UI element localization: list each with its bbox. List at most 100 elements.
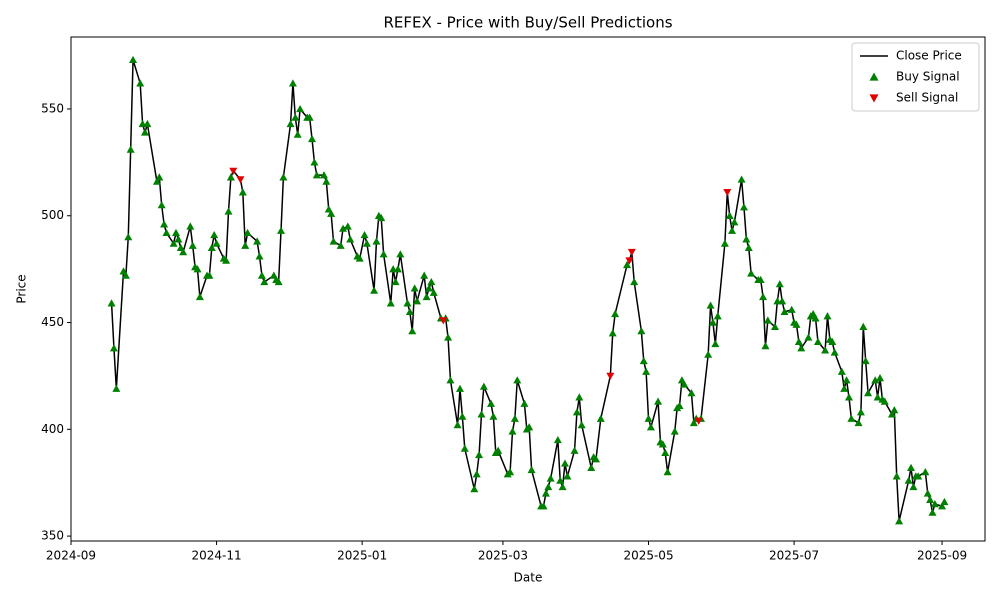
legend-marker	[869, 94, 879, 103]
buy-marker	[747, 269, 756, 277]
legend-label: Buy Signal	[896, 70, 960, 84]
buy-marker	[780, 307, 789, 316]
chart-title: REFEX - Price with Buy/Sell Predictions	[383, 14, 672, 32]
sell-marker	[236, 176, 245, 184]
sell-marker	[439, 317, 448, 325]
x-tick-label: 2025-05	[623, 549, 673, 563]
buy-marker	[226, 173, 235, 181]
buy-marker	[322, 177, 331, 185]
buy-marker	[455, 384, 464, 392]
buy-marker	[708, 318, 717, 326]
buy-marker	[312, 171, 321, 179]
buy-marker	[778, 297, 787, 305]
buy-marker	[296, 104, 305, 113]
buy-marker	[556, 476, 565, 484]
buy-marker	[513, 376, 522, 384]
sell-marker	[723, 189, 732, 197]
buy-marker	[907, 463, 916, 471]
buy-marker	[725, 211, 734, 219]
buy-marker	[508, 427, 517, 435]
buy-marker	[179, 248, 188, 256]
buy-marker	[742, 235, 751, 243]
buy-marker	[670, 427, 679, 435]
buy-marker	[288, 79, 297, 87]
buy-marker	[129, 55, 138, 64]
buy-marker	[623, 260, 632, 269]
buy-marker	[711, 339, 720, 348]
buy-marker	[854, 418, 863, 427]
buy-marker	[921, 468, 930, 476]
y-tick-label: 400	[41, 422, 64, 436]
buy-marker	[661, 448, 670, 456]
buy-marker	[489, 412, 498, 420]
buy-marker	[343, 222, 352, 230]
plot-area	[107, 55, 949, 525]
buy-marker	[410, 284, 419, 292]
buy-marker	[646, 423, 655, 431]
y-axis-label: Price	[15, 274, 29, 303]
buy-marker	[871, 376, 880, 384]
buy-marker	[506, 468, 515, 476]
buy-marker	[386, 299, 395, 307]
x-tick-label: 2025-07	[769, 549, 819, 563]
buy-marker	[260, 277, 269, 286]
buy-marker	[174, 235, 183, 243]
buy-marker	[360, 230, 369, 239]
x-axis-label: Date	[514, 571, 543, 585]
buy-marker	[121, 271, 130, 279]
buy-marker	[479, 382, 488, 390]
x-tick-label: 2025-01	[337, 549, 387, 563]
buy-marker	[658, 440, 667, 448]
buy-marker	[837, 367, 846, 375]
buy-marker	[804, 333, 813, 341]
buy-marker	[458, 412, 467, 420]
buy-marker	[572, 408, 581, 416]
buy-marker	[525, 423, 534, 431]
buy-marker	[895, 517, 904, 525]
buy-marker	[859, 322, 868, 330]
buy-marker	[527, 465, 536, 474]
buy-marker	[847, 414, 856, 422]
buy-marker	[861, 356, 870, 365]
buy-marker	[107, 299, 116, 307]
legend-label: Sell Signal	[896, 91, 958, 105]
x-tick-label: 2025-03	[478, 549, 528, 563]
buy-marker	[864, 389, 873, 397]
buy-marker	[904, 476, 913, 484]
buy-marker	[689, 418, 698, 427]
buy-marker	[241, 241, 250, 249]
buy-marker	[143, 119, 152, 128]
buy-marker	[663, 468, 672, 476]
buy-marker	[875, 374, 884, 382]
buy-marker	[126, 145, 135, 153]
buy-marker	[224, 207, 233, 215]
buy-marker	[928, 508, 937, 516]
legend-marker	[869, 72, 879, 81]
buy-marker	[210, 230, 219, 239]
buy-marker	[255, 252, 264, 260]
buy-marker	[797, 344, 806, 352]
buy-marker	[873, 393, 882, 401]
buy-marker	[544, 482, 553, 491]
buy-marker	[475, 450, 484, 459]
buy-marker	[687, 389, 696, 397]
buy-marker	[596, 414, 605, 422]
buy-marker	[393, 265, 402, 273]
buy-marker	[940, 497, 949, 506]
buy-marker	[329, 237, 338, 245]
buy-marker	[238, 188, 247, 196]
buy-marker	[541, 489, 550, 497]
buy-marker	[277, 226, 286, 234]
buy-marker	[713, 312, 722, 320]
buy-marker	[396, 250, 405, 258]
buy-marker	[728, 226, 737, 234]
buy-marker	[160, 220, 169, 228]
buy-marker	[477, 410, 486, 418]
buy-marker	[279, 173, 288, 181]
buy-marker	[763, 316, 772, 324]
buy-marker	[823, 312, 832, 320]
buy-marker	[222, 256, 231, 264]
buy-marker	[205, 271, 214, 279]
buy-marker	[923, 489, 932, 497]
buy-marker	[592, 455, 601, 463]
